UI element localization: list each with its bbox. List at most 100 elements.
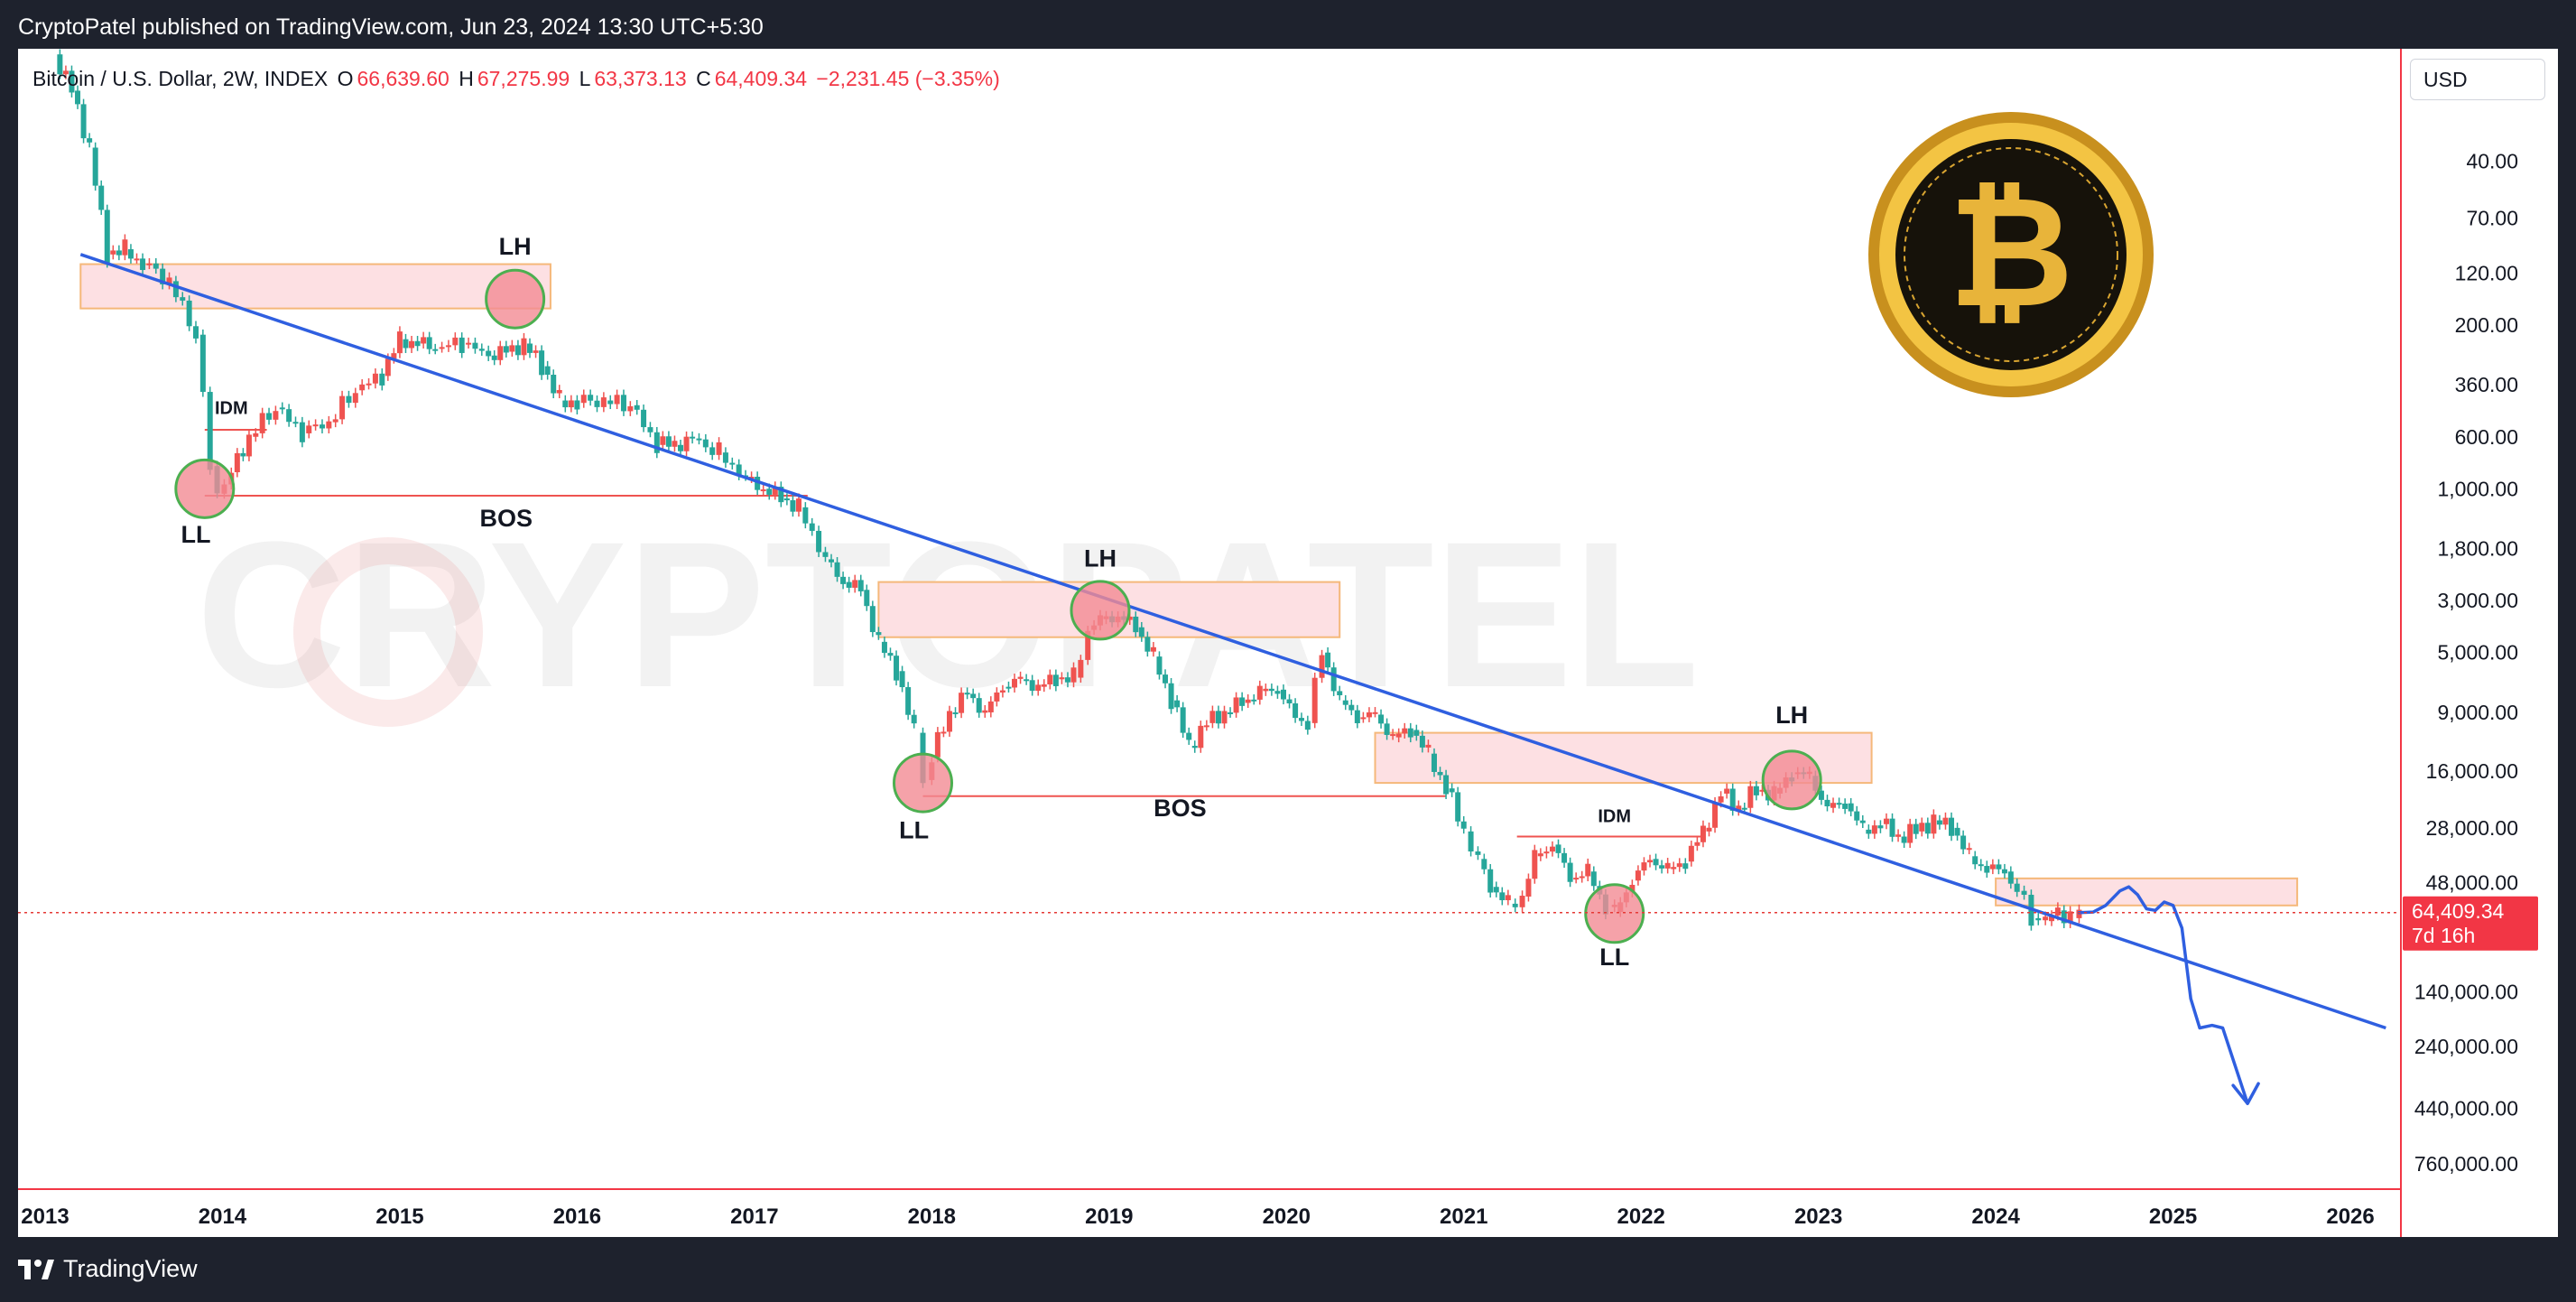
candle-body [359,384,366,391]
candle-body [104,209,110,263]
candle-body [1972,856,1978,865]
x-tick-label: 2021 [1440,1204,1487,1229]
swing-circle-6 [1761,749,1822,811]
candle-body [1718,796,1724,803]
annotation-ll: LL [181,521,210,548]
candle-body [665,436,672,447]
candle-body [259,413,265,433]
candle-body [795,498,802,512]
candle-body [2043,916,2049,921]
candle-body [1481,859,1487,870]
candle-body [1913,823,1919,834]
candle-body [1395,733,1402,738]
candle-body [1877,825,1884,829]
candle-body [607,400,614,405]
candle-body [497,346,504,360]
candle-body [766,488,773,495]
candle-body [527,343,533,353]
close-label: C [696,67,711,90]
annotation-bos: BOS [1154,795,1207,822]
candle-body [62,70,69,75]
candle-body [809,523,815,531]
candle-body [1163,674,1169,684]
candle-body [2049,915,2055,922]
candle-body [1525,879,1532,897]
candle-body [1741,807,1747,810]
annotation-ll: LL [899,816,929,843]
y-tick-label: 9,000.00 [2437,701,2518,724]
candle-body [1519,896,1525,907]
candle-body [1475,851,1481,855]
candle-body [568,400,574,408]
candle-body [1372,711,1378,714]
candle-body [1366,711,1372,718]
swing-circle-3 [893,752,954,814]
candle-body [600,397,607,407]
candle-body [1585,863,1591,877]
candle-body [1931,814,1937,834]
candle-body [729,462,736,465]
candle-body [1298,718,1304,721]
candle-body [478,349,485,351]
open-value: 66,639.60 [357,67,449,90]
candle-body [1936,820,1942,825]
y-tick-label: 3,000.00 [2437,589,2518,612]
candle-body [1280,689,1286,700]
candle-body [1984,866,1990,873]
candle-body [760,489,766,492]
y-tick-label: 440,000.00 [2414,1096,2518,1120]
candle-body [98,185,105,210]
currency-button[interactable]: USD [2410,59,2545,100]
candle-body [1402,728,1408,734]
candle-body [1641,862,1647,871]
candle-body [1286,699,1293,703]
candle-body [279,407,285,410]
candle-body [332,419,338,423]
candle-body [452,337,459,346]
tradingview-logo[interactable]: TradingView [18,1255,198,1283]
candle-body [459,337,465,353]
x-tick-label: 2025 [2149,1204,2197,1229]
candle-body [1078,659,1084,678]
candle-body [1836,803,1842,805]
candle-body [959,693,965,713]
candle-body [672,441,678,447]
y-tick-label: 600.00 [2455,425,2518,449]
candle-body [620,395,626,412]
candle-body [2014,883,2020,892]
candle-body [894,656,900,681]
candle-body [1342,700,1348,705]
candle-body [1830,803,1837,808]
candle-body [486,350,492,357]
candle-body [1203,725,1209,728]
tradingview-brand: TradingView [63,1255,198,1282]
candle-body [1759,789,1765,792]
y-tick-label: 28,000.00 [2426,816,2518,840]
annotation-ll: LL [1599,944,1629,971]
candle-body [556,389,562,394]
candle-body [1499,892,1506,900]
y-tick-label: 70.00 [2466,207,2518,230]
candle-body [1133,616,1139,633]
x-tick-label: 2026 [2326,1204,2374,1229]
y-tick-label: 760,000.00 [2414,1152,2518,1176]
high-label: H [459,67,474,90]
candle-body [80,104,87,139]
candle-body [941,731,947,734]
candle-body [1209,711,1216,723]
candle-body [509,345,515,352]
candle-body [116,250,122,256]
candle-body [660,436,666,445]
candle-body [1532,850,1538,879]
y-tick-label: 120.00 [2455,261,2518,284]
candle-body [905,687,912,715]
candle-body [426,337,432,349]
candle-body [846,581,852,588]
candle-body [234,452,240,473]
candle-body [834,562,840,577]
y-tick-label: 240,000.00 [2414,1035,2518,1058]
candle-body [1186,732,1192,740]
candle-body [1919,823,1925,832]
x-tick-label: 2018 [908,1204,956,1229]
